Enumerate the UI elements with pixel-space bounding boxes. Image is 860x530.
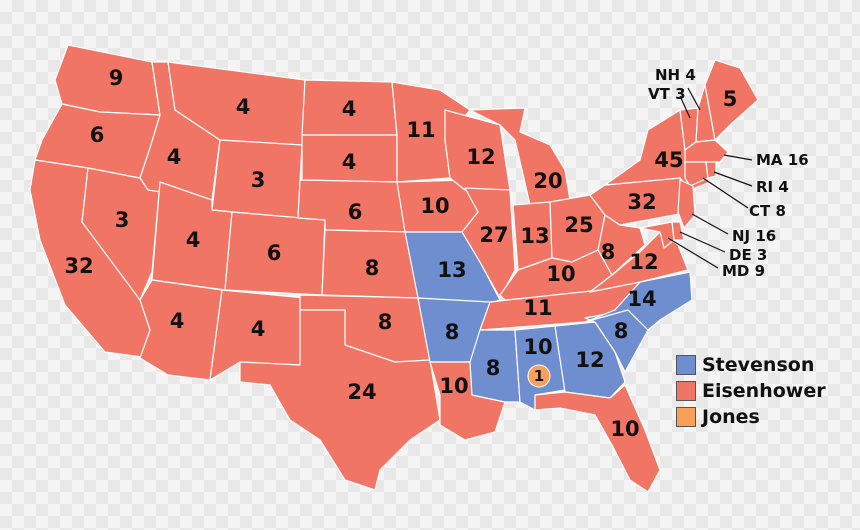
legend-swatch-jones [676, 407, 696, 427]
label-wa: 9 [109, 66, 124, 90]
label-nc: 14 [627, 287, 656, 311]
label-vt: VT 3 [648, 85, 686, 103]
legend-label-eisenhower: Eisenhower [702, 380, 826, 402]
legend-item-stevenson: Stevenson [676, 352, 860, 378]
label-sc: 8 [614, 319, 629, 343]
label-nh: NH 4 [655, 66, 696, 84]
legend-swatch-stevenson [676, 355, 696, 375]
jones-elector-marker [527, 364, 551, 388]
label-id: 4 [167, 145, 182, 169]
legend-swatch-eisenhower [676, 381, 696, 401]
label-md: MD 9 [722, 262, 765, 280]
label-al: 10 [523, 335, 552, 359]
state-il [461, 187, 516, 299]
label-al-jones: 1 [534, 367, 544, 385]
legend-label-jones: Jones [702, 406, 760, 428]
state-fl [534, 384, 661, 493]
label-co: 6 [267, 241, 282, 265]
label-nj: NJ 16 [732, 227, 776, 245]
label-nm: 4 [251, 317, 266, 341]
label-nv: 3 [115, 208, 130, 232]
electoral-labels: 9 6 32 3 4 4 3 4 6 4 4 4 4 6 8 8 24 11 1… [64, 66, 808, 441]
label-wy: 3 [251, 168, 266, 192]
label-oh: 25 [564, 213, 593, 237]
label-tn: 11 [523, 296, 552, 320]
label-mn: 11 [406, 118, 435, 142]
label-ms: 8 [486, 356, 501, 380]
label-fl: 10 [610, 417, 639, 441]
legend-label-stevenson: Stevenson [702, 354, 815, 376]
legend-item-jones: Jones [676, 404, 860, 430]
state-tx [239, 309, 441, 491]
label-ca: 32 [64, 254, 93, 278]
label-tx: 24 [347, 380, 376, 404]
legend-item-eisenhower: Eisenhower [676, 378, 860, 404]
label-ga: 12 [575, 348, 604, 372]
label-ut: 4 [186, 228, 201, 252]
label-ct: CT 8 [749, 202, 786, 220]
label-ky: 10 [546, 262, 575, 286]
label-pa: 32 [627, 190, 656, 214]
label-me: 5 [723, 87, 738, 111]
label-de: DE 3 [729, 246, 767, 264]
label-in: 13 [520, 224, 549, 248]
label-mi: 20 [533, 169, 562, 193]
label-la: 10 [439, 374, 468, 398]
label-il: 27 [479, 223, 508, 247]
label-mo: 13 [437, 258, 466, 282]
label-ks: 8 [365, 256, 380, 280]
state-md [639, 221, 675, 249]
label-mt: 4 [236, 95, 251, 119]
state-ct [684, 161, 709, 187]
leader-lines [667, 87, 753, 269]
label-sd: 4 [342, 150, 357, 174]
label-ri: RI 4 [756, 178, 789, 196]
label-ok: 8 [378, 310, 393, 334]
state-wa [54, 44, 161, 116]
label-va: 12 [629, 250, 658, 274]
legend: Stevenson Eisenhower Jones [676, 352, 860, 430]
state-nc [584, 271, 693, 331]
label-nd: 4 [342, 97, 357, 121]
label-ar: 8 [445, 320, 460, 344]
label-wi: 12 [466, 145, 495, 169]
state-nj [677, 179, 696, 229]
label-az: 4 [170, 309, 185, 333]
label-wv: 8 [601, 240, 616, 264]
label-ny: 45 [654, 148, 683, 172]
label-ne: 6 [348, 200, 363, 224]
label-ma: MA 16 [756, 151, 809, 169]
label-or: 6 [90, 123, 105, 147]
label-ia: 10 [420, 194, 449, 218]
state-ri [705, 161, 717, 179]
